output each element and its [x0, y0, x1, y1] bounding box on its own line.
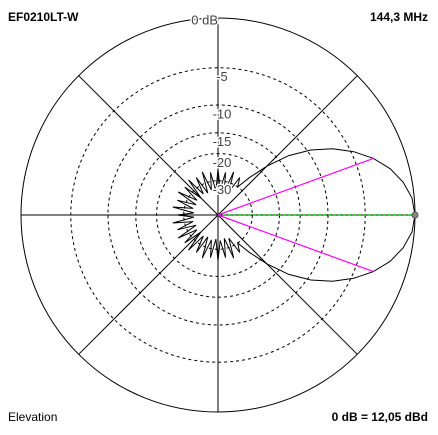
- chart-title: EF0210LT-W: [8, 10, 79, 24]
- r-tick-label: -20: [213, 155, 232, 170]
- plane-label: Elevation: [8, 410, 57, 424]
- r-tick-label: -5: [216, 69, 228, 84]
- half-power-line: [217, 214, 374, 273]
- r-tick-label: -10: [213, 106, 232, 121]
- r-tick-label: -30: [213, 182, 232, 197]
- r-tick-label: -15: [213, 134, 232, 149]
- main-lobe-dot: [411, 211, 419, 219]
- frequency: 144,3 MHz: [370, 10, 428, 24]
- reference-label: 0 dB = 12,05 dBd: [332, 410, 428, 424]
- half-power-line: [217, 157, 374, 216]
- pattern-line: [172, 148, 416, 282]
- r-tick-label: 0 dB: [191, 12, 218, 27]
- grid-ring: [183, 180, 253, 250]
